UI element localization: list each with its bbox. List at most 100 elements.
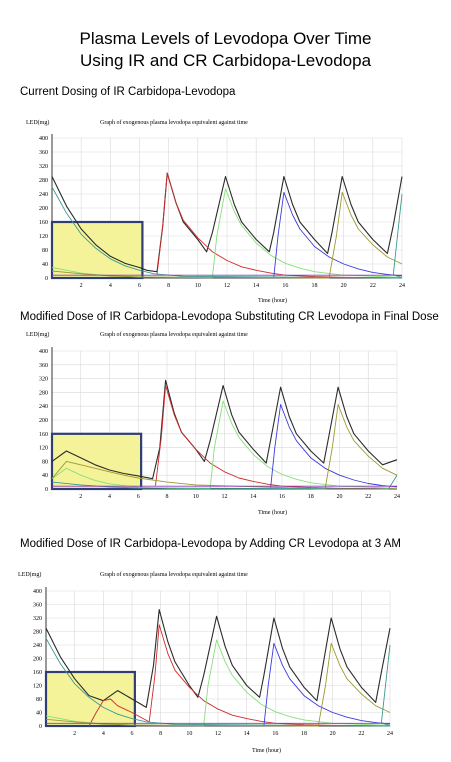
chart-substituting-cr: LED(mg) Graph of exogenous plasma levodo… bbox=[26, 331, 400, 516]
x-tick-label: 4 bbox=[109, 283, 112, 289]
x-tick-label: 18 bbox=[308, 494, 314, 500]
x-tick-label: 20 bbox=[337, 494, 343, 500]
x-tick-label: 12 bbox=[224, 283, 230, 289]
x-tick-label: 6 bbox=[137, 494, 140, 500]
y-tick-label: 240 bbox=[39, 192, 48, 198]
series-line-teal bbox=[45, 638, 391, 727]
series-line-red bbox=[88, 624, 391, 727]
y-tick-label: 240 bbox=[33, 643, 42, 649]
series-line-blue bbox=[263, 642, 391, 727]
y-tick-label: 320 bbox=[39, 377, 48, 383]
x-tick-label: 10 bbox=[193, 494, 199, 500]
highlight-box bbox=[44, 670, 136, 728]
x-tick-label: 10 bbox=[195, 283, 201, 289]
section-title-adding: Modified Dose of IR Carbidopa-Levodopa b… bbox=[20, 538, 402, 550]
x-tick-label: 18 bbox=[312, 283, 318, 289]
chart-adding-cr-3am: LED(mg) Graph of exogenous plasma levodo… bbox=[18, 571, 393, 754]
x-tick-label: 4 bbox=[102, 731, 105, 737]
series-line-green bbox=[51, 400, 398, 490]
x-tick-label: 20 bbox=[330, 731, 336, 737]
series-line-total bbox=[51, 379, 398, 480]
series-line-teal bbox=[51, 474, 398, 490]
x-tick-label: 14 bbox=[250, 494, 256, 500]
x-tick-label: 16 bbox=[282, 283, 288, 289]
y-tick-label: 200 bbox=[39, 206, 48, 212]
y-tick-label: 120 bbox=[39, 446, 48, 452]
x-tick-label: 20 bbox=[341, 283, 347, 289]
y-tick-label: 120 bbox=[39, 234, 48, 240]
chart-title: Graph of exogenous plasma levodopa equiv… bbox=[100, 331, 248, 338]
y-tick-label: 280 bbox=[33, 630, 42, 636]
x-tick-label: 16 bbox=[272, 731, 278, 737]
x-tick-label: 24 bbox=[387, 731, 393, 737]
y-tick-label: 40 bbox=[42, 262, 48, 268]
y-tick-label: 160 bbox=[33, 670, 42, 676]
chart-current-dosing: LED(mg) Graph of exogenous plasma levodo… bbox=[26, 119, 405, 304]
x-tick-label: 24 bbox=[399, 283, 405, 289]
x-tick-label: 16 bbox=[279, 494, 285, 500]
y-tick-label: 80 bbox=[42, 248, 48, 254]
x-tick-label: 18 bbox=[301, 731, 307, 737]
x-tick-label: 2 bbox=[80, 283, 83, 289]
x-tick-label: 12 bbox=[215, 731, 221, 737]
chart-ylabel: LED(mg) bbox=[26, 119, 49, 126]
series-line-red bbox=[155, 385, 398, 490]
x-tick-label: 8 bbox=[167, 283, 170, 289]
x-tick-label: 8 bbox=[159, 731, 162, 737]
y-tick-label: 120 bbox=[33, 684, 42, 690]
series-line-blue bbox=[273, 191, 403, 279]
x-tick-label: 4 bbox=[108, 494, 111, 500]
series-line-teal bbox=[51, 186, 403, 279]
section-title-substituting: Modified Dose of IR Carbidopa-Levodopa S… bbox=[20, 311, 439, 323]
y-tick-label: 160 bbox=[39, 220, 48, 226]
y-tick-label: 40 bbox=[42, 473, 48, 479]
x-tick-label: 12 bbox=[222, 494, 228, 500]
y-tick-label: 240 bbox=[39, 404, 48, 410]
y-tick-label: 200 bbox=[39, 418, 48, 424]
y-tick-label: 280 bbox=[39, 390, 48, 396]
series-line-olive bbox=[51, 404, 398, 490]
y-tick-label: 80 bbox=[42, 459, 48, 465]
x-tick-label: 2 bbox=[73, 731, 76, 737]
chart-xlabel: Time (hour) bbox=[258, 509, 287, 516]
y-tick-label: 280 bbox=[39, 178, 48, 184]
chart-ylabel: LED(mg) bbox=[18, 571, 41, 578]
x-tick-label: 24 bbox=[394, 494, 400, 500]
y-tick-label: 0 bbox=[39, 724, 42, 730]
chart-title: Graph of exogenous plasma levodopa equiv… bbox=[100, 119, 248, 126]
x-tick-label: 6 bbox=[131, 731, 134, 737]
x-tick-label: 2 bbox=[79, 494, 82, 500]
x-tick-label: 22 bbox=[370, 283, 376, 289]
y-tick-label: 360 bbox=[39, 150, 48, 156]
chart-title: Graph of exogenous plasma levodopa equiv… bbox=[100, 571, 248, 578]
page-title-line-2: Using IR and CR Carbidopa-Levodopa bbox=[79, 51, 372, 70]
series-line-blue bbox=[270, 404, 398, 490]
chart-xlabel: Time (hour) bbox=[252, 747, 281, 754]
y-tick-label: 320 bbox=[33, 616, 42, 622]
series-line-total bbox=[45, 609, 391, 708]
chart-ylabel: LED(mg) bbox=[26, 331, 49, 338]
x-tick-label: 22 bbox=[358, 731, 364, 737]
x-tick-label: 6 bbox=[138, 283, 141, 289]
y-tick-label: 40 bbox=[36, 711, 42, 717]
y-tick-label: 200 bbox=[33, 657, 42, 663]
y-tick-label: 360 bbox=[33, 603, 42, 609]
series-line-red bbox=[156, 172, 403, 279]
section-title-current: Current Dosing of IR Carbidopa-Levodopa bbox=[20, 86, 236, 98]
y-tick-label: 0 bbox=[45, 487, 48, 493]
chart-xlabel: Time (hour) bbox=[258, 297, 287, 304]
y-tick-label: 400 bbox=[39, 136, 48, 142]
page-title-line-1: Plasma Levels of Levodopa Over Time bbox=[79, 29, 372, 48]
y-tick-label: 360 bbox=[39, 363, 48, 369]
y-tick-label: 400 bbox=[39, 349, 48, 355]
x-tick-label: 22 bbox=[365, 494, 371, 500]
x-tick-label: 10 bbox=[186, 731, 192, 737]
x-tick-label: 14 bbox=[244, 731, 250, 737]
y-tick-label: 0 bbox=[45, 276, 48, 282]
y-tick-label: 320 bbox=[39, 164, 48, 170]
series-line-total bbox=[51, 172, 403, 273]
highlight-box bbox=[50, 220, 144, 280]
x-tick-label: 14 bbox=[253, 283, 259, 289]
y-tick-label: 400 bbox=[33, 589, 42, 595]
x-tick-label: 8 bbox=[166, 494, 169, 500]
